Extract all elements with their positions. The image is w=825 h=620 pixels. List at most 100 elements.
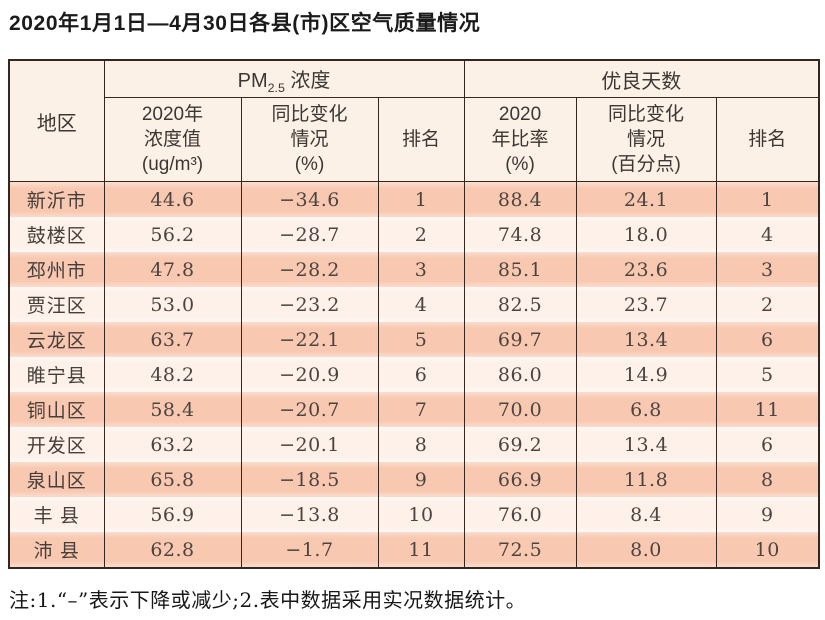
good-rate-cell: 69.2 (463, 427, 577, 463)
good-change-cell: 23.6 (575, 252, 717, 288)
good-rank-cell: 1 (715, 181, 820, 218)
good-change-cell: 23.7 (575, 287, 717, 323)
column-group-pm25: PM2.5 浓度 (103, 60, 465, 99)
region-cell: 新沂市 (8, 181, 105, 218)
pm-change-cell: −28.2 (240, 252, 379, 288)
good-rate-cell: 72.5 (463, 532, 577, 569)
region-cell: 邳州市 (8, 252, 105, 288)
good-change-cell: 8.4 (575, 497, 717, 533)
good-rate-cell: 70.0 (463, 392, 577, 428)
pm-value-cell: 65.8 (103, 462, 242, 498)
region-cell: 泉山区 (8, 462, 105, 498)
good-rate-cell: 86.0 (463, 357, 577, 393)
pm-rank-cell: 1 (377, 181, 465, 218)
table-row: 贾汪区 53.0 −23.2 4 82.5 23.7 2 (8, 287, 820, 323)
good-change-cell: 14.9 (575, 357, 717, 393)
good-rank-cell: 9 (715, 497, 820, 533)
pm-change-cell: −20.9 (240, 357, 379, 393)
good-rank-cell: 11 (715, 392, 820, 428)
header-sub-row: 2020年 浓度值 (ug/m³) 同比变化 情况 (%) 排名 2020 年比… (9, 97, 820, 183)
good-rate-cell: 74.8 (463, 217, 577, 253)
column-header-good-change: 同比变化 情况 (百分点) (575, 97, 717, 183)
pm-value-cell: 58.4 (103, 392, 242, 428)
table-footnote: 注:1.“–”表示下降或减少;2.表中数据采用实况数据统计。 (9, 588, 527, 613)
table-row: 云龙区 63.7 −22.1 5 69.7 13.4 6 (8, 322, 820, 358)
good-rate-cell: 66.9 (463, 462, 577, 498)
table-body: 新沂市 44.6 −34.6 1 88.4 24.1 1 鼓楼区 56.2 −2… (8, 181, 820, 569)
pm-rank-cell: 9 (377, 462, 465, 498)
pm-change-cell: −23.2 (240, 287, 379, 323)
region-cell: 沛 县 (8, 532, 105, 569)
pm-change-cell: −1.7 (240, 532, 379, 569)
pm-rank-cell: 5 (377, 322, 465, 358)
pm-value-cell: 47.8 (103, 252, 242, 288)
good-change-cell: 13.4 (575, 322, 717, 358)
pm-value-cell: 53.0 (103, 287, 242, 323)
pm-value-cell: 63.2 (103, 427, 242, 463)
pm-change-cell: −20.7 (240, 392, 379, 428)
column-header-good-rank: 排名 (715, 97, 820, 183)
good-rank-cell: 10 (715, 532, 820, 569)
pm25-subscript: 2.5 (267, 80, 285, 95)
pm-rank-cell: 10 (377, 497, 465, 533)
table-row: 铜山区 58.4 −20.7 7 70.0 6.8 11 (8, 392, 820, 428)
column-header-pm-value: 2020年 浓度值 (ug/m³) (103, 97, 242, 183)
pm25-label-prefix: PM (237, 69, 268, 92)
good-rank-cell: 4 (715, 217, 820, 253)
pm-value-cell: 44.6 (103, 181, 242, 218)
good-rate-cell: 82.5 (463, 287, 577, 323)
region-cell: 铜山区 (8, 392, 105, 428)
region-cell: 睢宁县 (8, 357, 105, 393)
table-row: 睢宁县 48.2 −20.9 6 86.0 14.9 5 (8, 357, 820, 393)
pm-rank-cell: 6 (377, 357, 465, 393)
pm-value-cell: 62.8 (103, 532, 242, 569)
pm-value-cell: 56.9 (103, 497, 242, 533)
column-header-good-rate: 2020 年比率 (%) (463, 97, 577, 183)
region-cell: 贾汪区 (8, 287, 105, 323)
table-header: 地区 PM2.5 浓度 优良天数 2020年 浓度值 (ug/m³) 同比变化 … (8, 60, 820, 183)
pm-change-cell: −18.5 (240, 462, 379, 498)
page-title: 2020年1月1日—4月30日各县(市)区空气质量情况 (9, 12, 481, 35)
good-change-cell: 13.4 (575, 427, 717, 463)
good-change-cell: 11.8 (575, 462, 717, 498)
table-row: 泉山区 65.8 −18.5 9 66.9 11.8 8 (8, 462, 820, 498)
good-change-cell: 24.1 (575, 181, 717, 218)
good-rank-cell: 6 (715, 322, 820, 358)
pm-rank-cell: 3 (377, 252, 465, 288)
pm-change-cell: −20.1 (240, 427, 379, 463)
good-rate-cell: 85.1 (463, 252, 577, 288)
good-rate-cell: 76.0 (463, 497, 577, 533)
pm-change-cell: −28.7 (240, 217, 379, 253)
header-group-row: 地区 PM2.5 浓度 优良天数 (8, 60, 820, 183)
region-cell: 开发区 (8, 427, 105, 463)
table-row: 邳州市 47.8 −28.2 3 85.1 23.6 3 (8, 252, 820, 288)
table-row: 鼓楼区 56.2 −28.7 2 74.8 18.0 4 (8, 217, 820, 253)
pm-rank-cell: 4 (377, 287, 465, 323)
table-row: 丰 县 56.9 −13.8 10 76.0 8.4 9 (8, 497, 820, 533)
good-rate-cell: 69.7 (463, 322, 577, 358)
pm25-label-suffix: 浓度 (284, 69, 331, 92)
good-change-cell: 8.0 (575, 532, 717, 569)
pm-value-cell: 56.2 (103, 217, 242, 253)
pm-change-cell: −22.1 (240, 322, 379, 358)
pm-rank-cell: 7 (377, 392, 465, 428)
table-row: 开发区 63.2 −20.1 8 69.2 13.4 6 (8, 427, 820, 463)
region-cell: 鼓楼区 (8, 217, 105, 253)
pm-value-cell: 63.7 (103, 322, 242, 358)
good-rank-cell: 5 (715, 357, 820, 393)
column-header-pm-rank: 排名 (377, 97, 465, 183)
pm-rank-cell: 2 (377, 217, 465, 253)
column-header-region: 地区 (8, 60, 105, 183)
good-rate-cell: 88.4 (463, 181, 577, 218)
pm-rank-cell: 8 (377, 427, 465, 463)
column-group-good-days: 优良天数 (463, 60, 820, 99)
pm-change-cell: −13.8 (240, 497, 379, 533)
good-change-cell: 6.8 (575, 392, 717, 428)
table-row: 新沂市 44.6 −34.6 1 88.4 24.1 1 (8, 181, 820, 218)
pm-rank-cell: 11 (377, 532, 465, 569)
table-row: 沛 县 62.8 −1.7 11 72.5 8.0 10 (8, 532, 820, 569)
region-cell: 云龙区 (8, 322, 105, 358)
region-cell: 丰 县 (8, 497, 105, 533)
pm-value-cell: 48.2 (103, 357, 242, 393)
column-header-pm-change: 同比变化 情况 (%) (240, 97, 379, 183)
